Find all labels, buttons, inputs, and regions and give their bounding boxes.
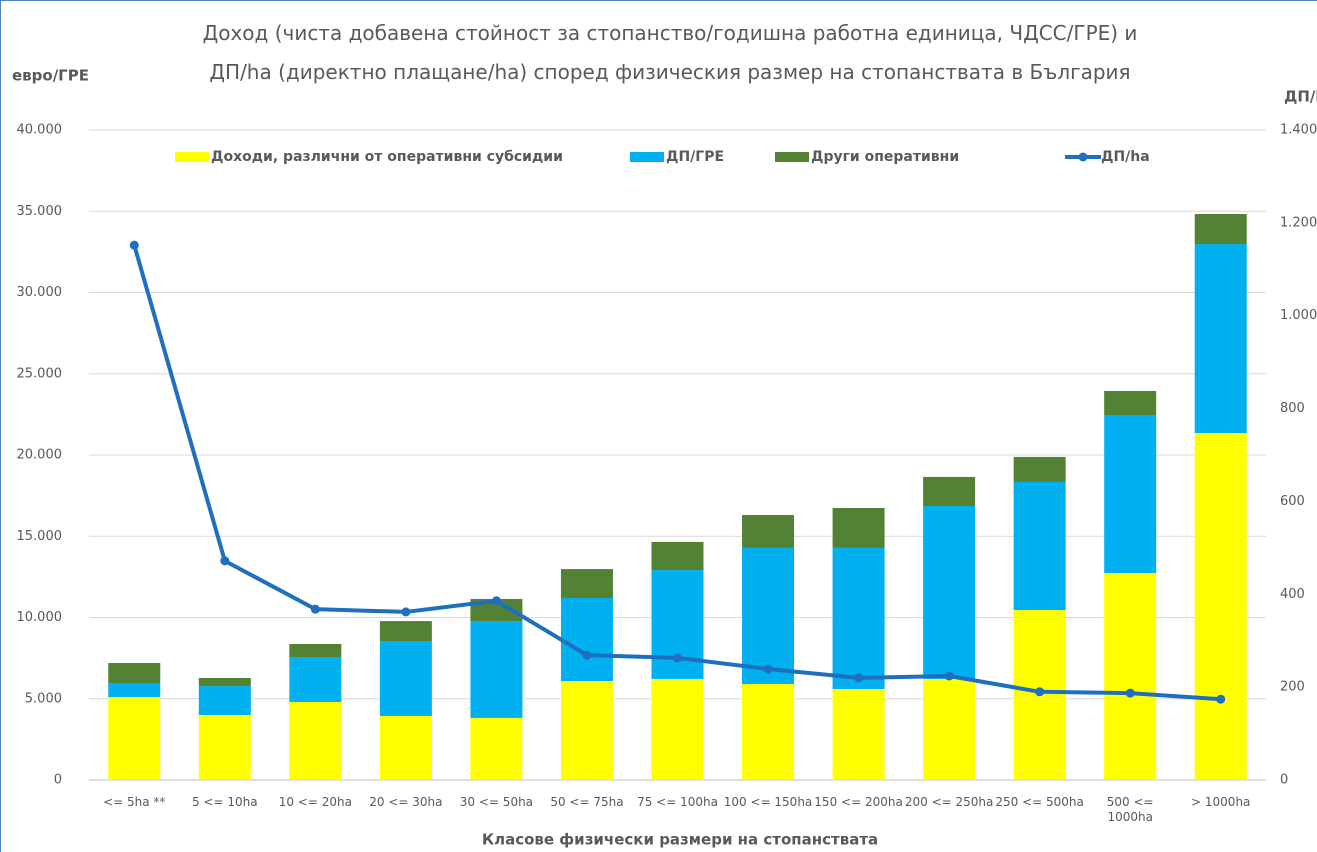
y-tick-label: 25.000 [17, 366, 63, 381]
bar-segment [923, 476, 976, 507]
bar-segment [379, 621, 432, 642]
line-marker [220, 556, 230, 566]
bar-segment [742, 683, 795, 780]
bar-segment [108, 682, 161, 698]
y2-tick-label: 0 [1280, 773, 1288, 788]
bar-segment [560, 681, 613, 780]
bar-segment [1194, 244, 1247, 434]
y-axis-title: евро/ГРЕ [12, 67, 89, 85]
line-marker [1216, 694, 1226, 704]
bar-segment [1194, 214, 1247, 245]
line-marker [310, 604, 320, 614]
x-tick-label: 250 <= 500ha [995, 795, 1084, 809]
legend-swatch [775, 152, 809, 162]
x-tick-label: 100 <= 150ha [723, 795, 813, 809]
bar-segment [560, 598, 613, 682]
bar-segment [470, 598, 523, 622]
chart-title: Доход (чиста добавена стойност за стопан… [203, 21, 1138, 84]
bar-segment [651, 541, 704, 571]
legend-label: ДП/ГРЕ [666, 149, 724, 165]
y2-tick-label: 400 [1280, 587, 1305, 602]
legend-swatch [175, 152, 209, 162]
y2-axis-title: ДП/h [1284, 88, 1317, 106]
legend-label: ДП/ha [1101, 149, 1150, 165]
bar-segment [832, 689, 885, 780]
y-tick-label: 40.000 [17, 123, 63, 138]
bar-segment [832, 547, 885, 689]
bar-segment [1013, 456, 1066, 482]
bar-segment [289, 643, 342, 657]
x-tick-label: 75 <= 100ha [637, 795, 718, 809]
y-tick-label: 10.000 [17, 610, 63, 625]
bar-segment [470, 621, 523, 718]
bar-segment [470, 717, 523, 780]
x-tick-label: 30 <= 50ha [459, 795, 534, 809]
bar-segment [198, 677, 251, 687]
y-tick-label: 15.000 [17, 529, 63, 544]
bar-segment [1104, 415, 1157, 573]
bar-segment [923, 506, 976, 679]
bar-segment [289, 702, 342, 780]
bar-segment [289, 656, 342, 702]
bar-segment [560, 569, 613, 598]
line-marker [673, 653, 682, 663]
y-tick-label: 35.000 [17, 204, 63, 219]
y-tick-label: 0 [54, 773, 62, 788]
bar-segment [379, 715, 432, 780]
bar-segment [1013, 481, 1066, 611]
x-tick-label: 200 <= 250ha [904, 795, 994, 809]
x-tick-label: > 1000ha [1191, 795, 1251, 809]
bar-segment [108, 663, 161, 683]
bar-segment [651, 570, 704, 679]
line-marker [763, 664, 773, 674]
bar-segment [742, 547, 795, 684]
line-marker [944, 671, 954, 681]
y-tick-label: 5.000 [25, 691, 62, 706]
y2-tick-label: 1.200 [1280, 215, 1317, 230]
y-tick-label: 20.000 [17, 448, 63, 463]
bar-segment [1104, 390, 1157, 416]
line-marker [582, 650, 592, 660]
x-tick-label: 150 <= 200ha [814, 795, 903, 809]
line-marker [1125, 688, 1135, 698]
x-tick-label: 500 <= 1000ha [1106, 795, 1154, 824]
x-tick-label: 10 <= 20ha [278, 795, 352, 809]
bar-segment [651, 678, 704, 780]
y2-tick-label: 200 [1280, 680, 1305, 695]
bar-segment [379, 641, 432, 716]
bar-segment [108, 697, 161, 780]
line-marker [854, 673, 864, 683]
x-tick-label: 20 <= 30ha [369, 795, 443, 809]
legend-label: Доходи, различни от оперативни субсидии [211, 149, 563, 165]
bar-segment [832, 507, 885, 548]
bar-segment [1194, 433, 1247, 780]
line-marker [129, 240, 139, 250]
bar-segment [742, 514, 795, 548]
y2-tick-label: 1.400 [1280, 123, 1317, 138]
x-tick-label: 50 <= 75ha [550, 795, 624, 809]
line-marker [491, 596, 501, 606]
x-axis-title: Класове физически размери на стопанстват… [482, 831, 878, 849]
bar-segment [198, 686, 251, 715]
y-tick-label: 30.000 [17, 285, 63, 300]
y2-tick-label: 600 [1280, 494, 1305, 509]
y2-tick-label: 800 [1280, 401, 1305, 416]
legend-swatch [1078, 152, 1088, 162]
legend-swatch [630, 152, 664, 162]
y2-tick-label: 1.000 [1280, 308, 1317, 323]
legend-label: Други оперативни [811, 149, 959, 165]
x-tick-label: <= 5ha ** [103, 795, 166, 809]
bar-segment [1104, 572, 1157, 780]
x-tick-label: 5 <= 10ha [191, 795, 258, 809]
line-marker [401, 607, 411, 617]
bar-segment [198, 715, 251, 780]
line-marker [1035, 687, 1045, 697]
bar-segment [923, 678, 976, 780]
